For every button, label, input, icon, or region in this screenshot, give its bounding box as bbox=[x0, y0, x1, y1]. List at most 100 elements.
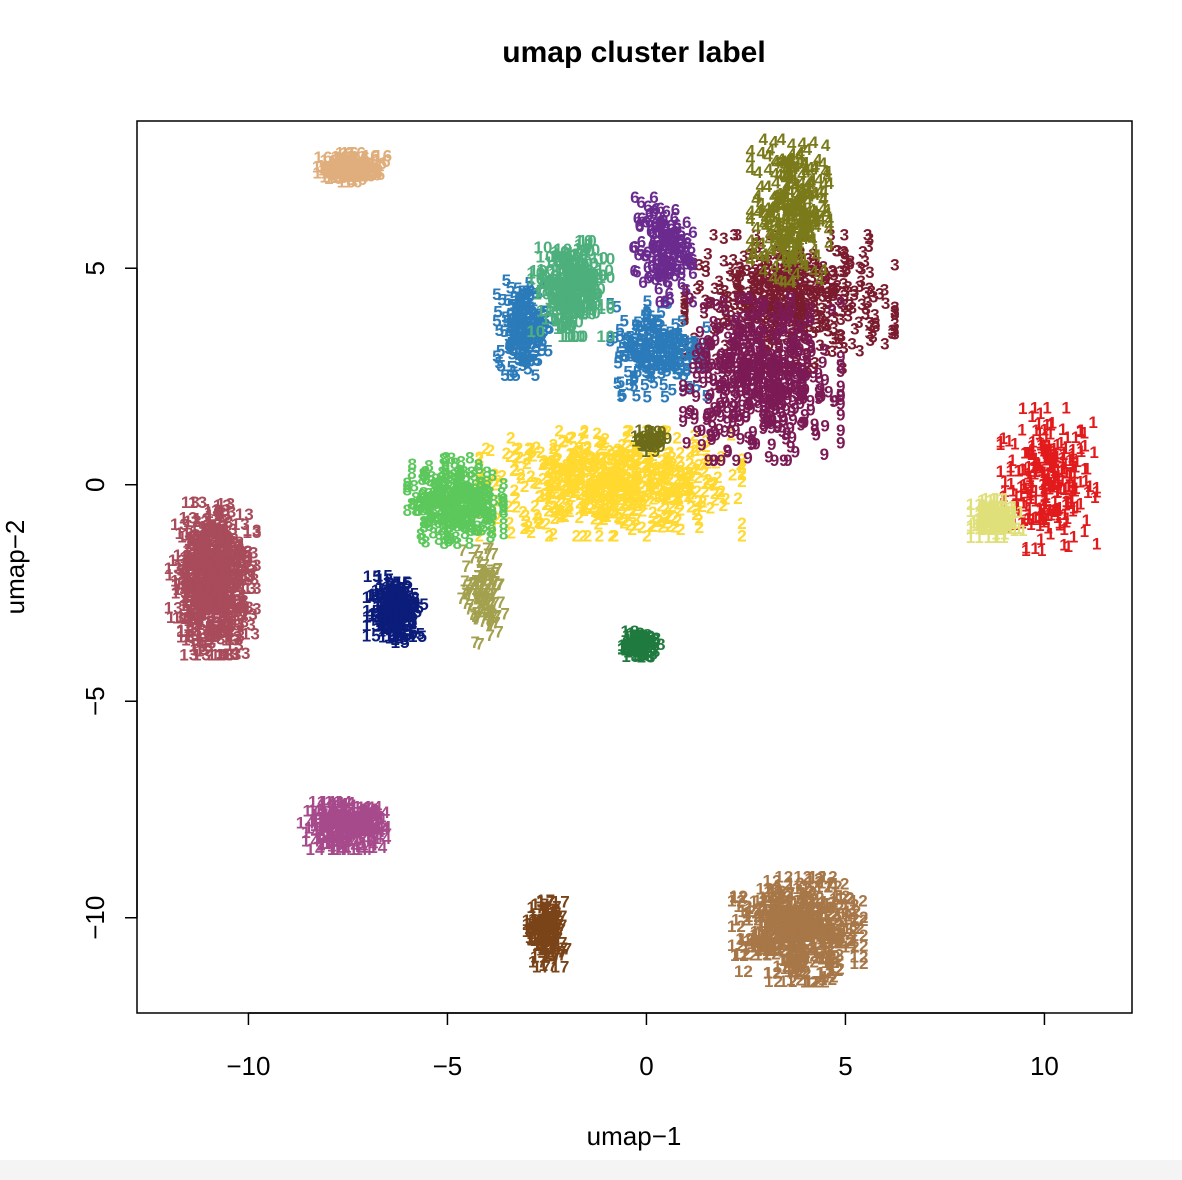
cluster-point-label: 3 bbox=[757, 298, 766, 317]
cluster-point-label: 2 bbox=[605, 449, 614, 468]
cluster-point-label: 2 bbox=[534, 487, 543, 506]
cluster-point-label: 2 bbox=[561, 480, 570, 499]
cluster-point-label: 2 bbox=[586, 475, 595, 494]
cluster-point-label: 2 bbox=[644, 449, 653, 468]
cluster-point-label: 2 bbox=[600, 499, 609, 518]
cluster-point-label: 2 bbox=[610, 492, 619, 511]
cluster-point-label: 2 bbox=[510, 481, 519, 500]
cluster-point-label: 2 bbox=[580, 452, 589, 471]
cluster-point-label: 2 bbox=[660, 463, 669, 482]
cluster-point-label: 1 bbox=[1055, 513, 1064, 532]
cluster-point-label: 2 bbox=[640, 431, 649, 450]
cluster-point-label: 1 bbox=[1041, 494, 1050, 513]
cluster-point-label: 1 bbox=[1025, 467, 1034, 486]
y-tick-label: −5 bbox=[80, 686, 110, 716]
cluster-point-label: 2 bbox=[579, 527, 588, 546]
cluster-point-label: 2 bbox=[661, 469, 670, 488]
cluster-point-label: 1 bbox=[1092, 483, 1101, 502]
cluster-point-label: 3 bbox=[850, 320, 859, 339]
cluster-point-label: 1 bbox=[1031, 492, 1040, 511]
cluster-point-label: 2 bbox=[624, 496, 633, 515]
cluster-point-label: 1 bbox=[1076, 495, 1085, 514]
cluster-point-label: 2 bbox=[572, 467, 581, 486]
cluster-point-label: 2 bbox=[676, 444, 685, 463]
cluster-point-label: 1 bbox=[1013, 461, 1022, 480]
cluster-point-label: 1 bbox=[1029, 451, 1038, 470]
cluster-point-label: 1 bbox=[1040, 442, 1049, 461]
cluster-point-label: 1 bbox=[1026, 482, 1035, 501]
cluster-point-label: 2 bbox=[509, 461, 518, 480]
cluster-point-label: 2 bbox=[618, 467, 627, 486]
cluster-point-label: 10 bbox=[561, 253, 580, 272]
cluster-point-label: 13 bbox=[181, 593, 200, 612]
cluster-point-label: 2 bbox=[611, 443, 620, 462]
cluster-point-label: 2 bbox=[624, 488, 633, 507]
cluster-point-label: 1 bbox=[1028, 510, 1037, 529]
cluster-point-label: 2 bbox=[553, 461, 562, 480]
cluster-point-label: 9 bbox=[694, 340, 703, 359]
cluster-point-label: 1 bbox=[1024, 505, 1033, 524]
cluster-point-label: 2 bbox=[619, 458, 628, 477]
cluster-point-label: 1 bbox=[1080, 522, 1089, 541]
cluster-point-label: 2 bbox=[566, 467, 575, 486]
cluster-point-label: 1 bbox=[1053, 466, 1062, 485]
cluster-point-label: 2 bbox=[736, 455, 745, 474]
cluster-point-label: 3 bbox=[707, 293, 716, 312]
cluster-point-label: 1 bbox=[1053, 472, 1062, 491]
cluster-point-label: 2 bbox=[670, 461, 679, 480]
cluster-point-label: 3 bbox=[825, 237, 834, 256]
cluster-point-label: 3 bbox=[779, 277, 788, 296]
cluster-point-label: 1 bbox=[1031, 421, 1040, 440]
cluster-point-label: 1 bbox=[1043, 519, 1052, 538]
cluster-point-label: 4 bbox=[759, 214, 769, 233]
cluster-point-label: 1 bbox=[1038, 510, 1047, 529]
cluster-point-label: 2 bbox=[737, 514, 746, 533]
cluster-point-label: 2 bbox=[664, 489, 673, 508]
cluster-point-label: 1 bbox=[1039, 466, 1048, 485]
cluster-point-label: 2 bbox=[541, 495, 550, 514]
cluster-point-label: 2 bbox=[650, 461, 659, 480]
cluster-point-label: 2 bbox=[590, 509, 599, 528]
cluster-point-label: 3 bbox=[755, 279, 764, 298]
cluster-point-label: 3 bbox=[744, 318, 753, 337]
cluster-point-label: 2 bbox=[710, 484, 719, 503]
cluster-point-label: 1 bbox=[1039, 442, 1048, 461]
cluster-point-label: 3 bbox=[831, 279, 840, 298]
cluster-point-label: 1 bbox=[1046, 416, 1055, 435]
cluster-point-label: 3 bbox=[764, 273, 773, 292]
cluster-point-label: 9 bbox=[783, 451, 792, 470]
cluster-point-label: 1 bbox=[1021, 479, 1030, 498]
cluster-point-label: 5 bbox=[506, 335, 515, 354]
cluster-point-label: 1 bbox=[1044, 469, 1053, 488]
cluster-point-label: 2 bbox=[591, 462, 600, 481]
cluster-point-label: 2 bbox=[621, 501, 630, 520]
cluster-point-label: 2 bbox=[698, 493, 707, 512]
y-tick-label: 5 bbox=[80, 261, 110, 275]
cluster-point-label: 2 bbox=[560, 507, 569, 526]
cluster-point-label: 1 bbox=[1048, 463, 1057, 482]
cluster-point-label: 2 bbox=[550, 509, 559, 528]
cluster-point-label: 1 bbox=[1021, 538, 1030, 557]
cluster-point-label: 2 bbox=[711, 454, 720, 473]
cluster-point-label: 3 bbox=[732, 281, 741, 300]
cluster-point-label: 2 bbox=[532, 474, 541, 493]
cluster-point-label: 2 bbox=[580, 422, 589, 441]
cluster-point-label: 2 bbox=[620, 484, 629, 503]
cluster-point-label: 1 bbox=[1044, 476, 1053, 495]
cluster-point-label: 2 bbox=[638, 467, 647, 486]
cluster-point-label: 2 bbox=[645, 483, 654, 502]
cluster-point-label: 1 bbox=[1059, 520, 1068, 539]
cluster-point-label: 2 bbox=[594, 432, 603, 451]
cluster-point-label: 2 bbox=[673, 470, 682, 489]
cluster-point-label: 1 bbox=[1026, 515, 1035, 534]
cluster-point-label: 9 bbox=[782, 312, 791, 331]
cluster-point-label: 15 bbox=[387, 586, 406, 605]
cluster-point-label: 7 bbox=[490, 594, 499, 613]
cluster-point-label: 2 bbox=[597, 504, 606, 523]
cluster-point-label: 2 bbox=[667, 483, 676, 502]
cluster-point-label: 3 bbox=[829, 279, 838, 298]
cluster-point-label: 3 bbox=[775, 339, 784, 358]
